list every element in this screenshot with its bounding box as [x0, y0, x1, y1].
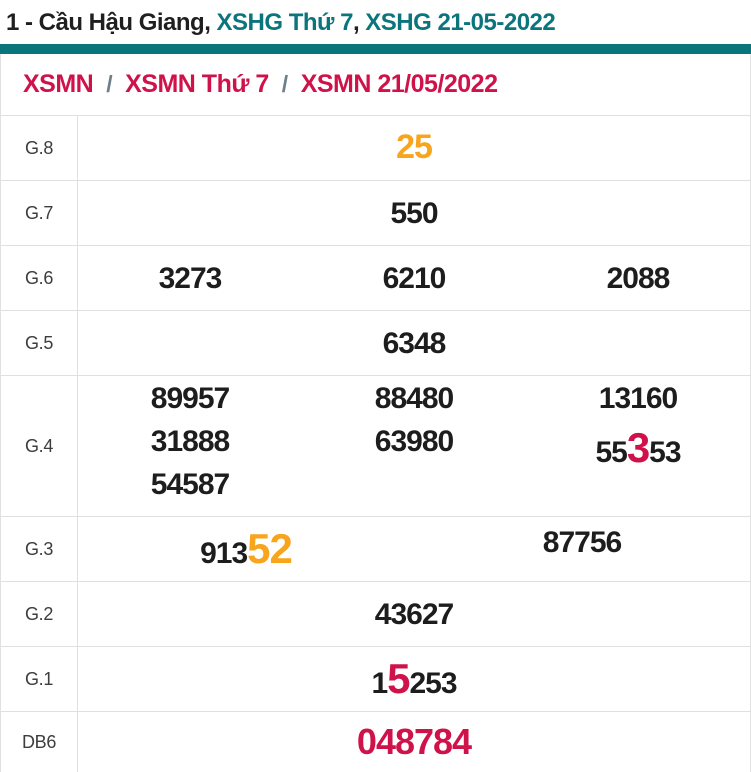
highlighted-digits: 048784 — [356, 721, 472, 763]
digits: 6348 — [382, 326, 447, 360]
prize-number-line: 048784 — [78, 722, 750, 762]
prize-number-line: 54587 — [78, 468, 750, 511]
prize-row-g6: G.6 3273 6210 2088 — [1, 246, 750, 311]
results-panel: XSMN / XSMN Thứ 7 / XSMN 21/05/2022 G.8 2… — [0, 54, 751, 772]
page-title-prefix: 1 - Cầu Hậu Giang, — [6, 9, 217, 36]
prize-number — [526, 468, 750, 511]
digits: 6210 — [382, 261, 447, 295]
prize-number: 88480 — [302, 382, 526, 425]
prize-label: G.2 — [1, 582, 78, 646]
prize-number: 91352 — [78, 524, 414, 572]
prize-label: G.7 — [1, 181, 78, 245]
prize-number: 25 — [78, 129, 750, 166]
breadcrumb-link-xsmn-date[interactable]: XSMN 21/05/2022 — [300, 70, 498, 98]
prize-number-line: 3273 6210 2088 — [78, 262, 750, 295]
prize-number: 3273 — [78, 262, 302, 295]
prize-label: G.5 — [1, 311, 78, 375]
title-link-xshg-thu7[interactable]: XSHG Thứ 7 — [216, 9, 354, 36]
prize-number: 87756 — [414, 526, 750, 572]
prize-numbers: 3273 6210 2088 — [78, 246, 750, 310]
prize-row-g3: G.3 91352 87756 — [1, 517, 750, 582]
digits: 53 — [649, 435, 681, 469]
prize-number: 2088 — [526, 262, 750, 295]
digits: 55 — [595, 435, 627, 469]
prize-label: G.4 — [1, 376, 78, 516]
prize-label: G.1 — [1, 647, 78, 711]
prize-numbers: 15253 — [78, 647, 750, 711]
prize-row-g2: G.2 43627 — [1, 582, 750, 647]
prize-number: 048784 — [78, 722, 750, 762]
prize-label: G.8 — [1, 116, 78, 180]
prize-number-line: 43627 — [78, 598, 750, 631]
prize-row-g8: G.8 25 — [1, 116, 750, 181]
highlighted-digits: 25 — [396, 128, 433, 167]
page-title: 1 - Cầu Hậu Giang, XSHG Thứ 7, XSHG 21-0… — [0, 0, 751, 44]
prize-row-g7: G.7 550 — [1, 181, 750, 246]
digits: 3273 — [158, 261, 223, 295]
prize-number-line: 25 — [78, 129, 750, 166]
prize-row-g4: G.4 89957 88480 13160 31888 63980 55353 54587 — [1, 376, 750, 517]
highlighted-digits: 5 — [387, 654, 410, 702]
breadcrumb-separator: / — [106, 71, 113, 97]
digits: 913 — [200, 536, 248, 570]
teal-divider — [0, 44, 751, 54]
breadcrumb-separator: / — [281, 71, 288, 97]
prize-number-line: 91352 87756 — [78, 524, 750, 572]
digits: 31888 — [150, 424, 230, 458]
prize-numbers: 6348 — [78, 311, 750, 375]
digits: 1 — [371, 666, 388, 700]
digits: 63980 — [374, 424, 454, 458]
digits: 253 — [409, 666, 457, 700]
breadcrumb: XSMN / XSMN Thứ 7 / XSMN 21/05/2022 — [1, 54, 750, 116]
highlighted-digits: 52 — [247, 524, 293, 572]
prize-row-g1: G.1 15253 — [1, 647, 750, 712]
prize-number: 13160 — [526, 382, 750, 425]
prize-number-line: 550 — [78, 197, 750, 230]
prize-number: 550 — [78, 197, 750, 230]
prize-row-db6: DB6 048784 — [1, 712, 750, 772]
prize-label: DB6 — [1, 712, 78, 772]
prize-numbers: 25 — [78, 116, 750, 180]
prize-numbers: 89957 88480 13160 31888 63980 55353 54587 — [78, 376, 750, 516]
prize-number: 43627 — [78, 598, 750, 631]
prize-number-line: 15253 — [78, 654, 750, 702]
prize-numbers: 91352 87756 — [78, 517, 750, 581]
prize-number: 89957 — [78, 382, 302, 425]
digits: 550 — [390, 196, 438, 230]
prize-number: 15253 — [78, 654, 750, 702]
prize-number: 54587 — [78, 468, 302, 511]
prize-number: 55353 — [526, 423, 750, 471]
digits: 13160 — [598, 381, 678, 415]
digits: 89957 — [150, 381, 230, 415]
prize-number-line: 31888 63980 55353 — [78, 423, 750, 471]
prize-number-line: 89957 88480 13160 — [78, 382, 750, 425]
digits: 54587 — [150, 467, 230, 501]
results-table: G.8 25 G.7 550 G.6 3273 6210 2088 G.5 6348 G.4 8995… — [1, 116, 750, 772]
prize-number: 63980 — [302, 425, 526, 468]
prize-number: 31888 — [78, 425, 302, 468]
prize-number-line: 6348 — [78, 327, 750, 360]
prize-number — [302, 468, 526, 511]
digits: 88480 — [374, 381, 454, 415]
prize-number: 6210 — [302, 262, 526, 295]
digits: 2088 — [606, 261, 671, 295]
prize-label: G.6 — [1, 246, 78, 310]
prize-row-g5: G.5 6348 — [1, 311, 750, 376]
digits: 87756 — [542, 525, 622, 559]
page-title-separator: , — [352, 9, 366, 36]
title-link-xshg-date[interactable]: XSHG 21-05-2022 — [365, 9, 556, 36]
digits: 43627 — [374, 597, 454, 631]
breadcrumb-link-xsmn[interactable]: XSMN — [23, 70, 94, 98]
highlighted-digits: 3 — [626, 423, 650, 471]
prize-numbers: 550 — [78, 181, 750, 245]
prize-numbers: 048784 — [78, 712, 750, 772]
prize-numbers: 43627 — [78, 582, 750, 646]
prize-number: 6348 — [78, 327, 750, 360]
breadcrumb-link-xsmn-thu7[interactable]: XSMN Thứ 7 — [125, 70, 269, 98]
prize-label: G.3 — [1, 517, 78, 581]
